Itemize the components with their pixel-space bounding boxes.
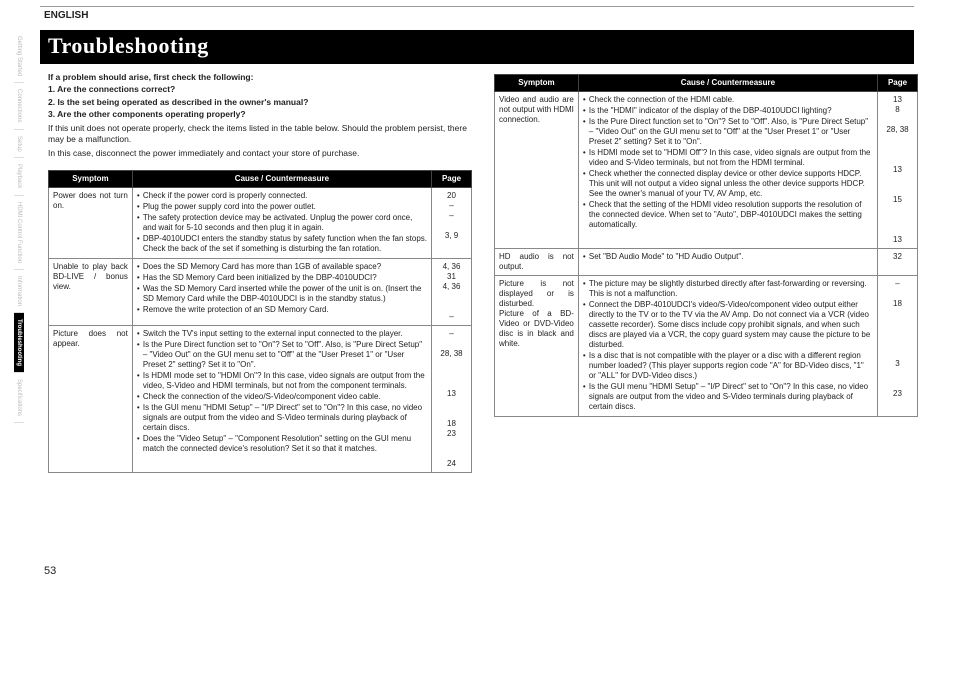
intro-block: If a problem should arise, first check t… (48, 72, 468, 159)
language-label: ENGLISH (44, 10, 88, 21)
table-row: Video and audio are not output with HDMI… (495, 92, 918, 249)
page-number: 53 (44, 565, 56, 577)
intro-q2: 2. Is the set being operated as describe… (48, 97, 468, 108)
side-tab[interactable]: Connections (14, 83, 24, 129)
intro-lead: If a problem should arise, first check t… (48, 72, 468, 83)
cell-cause: Set "BD Audio Mode" to "HD Audio Output"… (578, 249, 877, 276)
cell-cause: Switch the TV's input setting to the ext… (132, 326, 431, 473)
cell-cause: Does the SD Memory Card has more than 1G… (132, 259, 431, 326)
th-cause: Cause / Countermeasure (132, 171, 431, 188)
page-title: Troubleshooting (48, 33, 906, 59)
side-tab[interactable]: Setup (14, 130, 24, 159)
cause-item: DBP-4010UDCI enters the standby status b… (137, 234, 427, 254)
table-row: Picture is not displayed or is disturbed… (495, 276, 918, 417)
cause-item: The safety protection device may be acti… (137, 213, 427, 233)
cell-symptom: Unable to play back BD-LIVE / bonus view… (49, 259, 133, 326)
cell-symptom: Picture does not appear. (49, 326, 133, 473)
cause-item: Is a disc that is not compatible with th… (583, 351, 873, 381)
intro-q1: 1. Are the connections correct? (48, 84, 468, 95)
cell-page: 32 (878, 249, 918, 276)
cause-item: The picture may be slightly disturbed di… (583, 279, 873, 299)
cell-page: – 18 3 23 (878, 276, 918, 417)
side-tab[interactable]: Information (14, 270, 24, 313)
cause-item: Has the SD Memory Card been initialized … (137, 273, 427, 283)
cell-page: 4, 36 31 4, 36 – (432, 259, 472, 326)
side-tab[interactable]: Getting Started (14, 30, 24, 83)
th-cause: Cause / Countermeasure (578, 75, 877, 92)
cause-item: Is HDMI mode set to "HDMI On"? In this c… (137, 371, 427, 391)
cause-item: Plug the power supply cord into the powe… (137, 202, 427, 212)
side-tab[interactable]: Playback (14, 158, 24, 195)
cause-item: Is the GUI menu "HDMI Setup" – "I/P Dire… (583, 382, 873, 412)
table-row: HD audio is not output. Set "BD Audio Mod… (495, 249, 918, 276)
table-row: Unable to play back BD-LIVE / bonus view… (49, 259, 472, 326)
th-page: Page (878, 75, 918, 92)
cause-item: Was the SD Memory Card inserted while th… (137, 284, 427, 304)
troubleshooting-table-right: Symptom Cause / Countermeasure Page Vide… (494, 74, 918, 417)
top-rule (40, 6, 914, 7)
cause-item: Is the "HDMI" indicator of the display o… (583, 106, 873, 116)
cause-item: Does the "Video Setup" – "Component Reso… (137, 434, 427, 454)
cause-item: Connect the DBP-4010UDCI's video/S-Video… (583, 300, 873, 350)
cell-cause: Check the connection of the HDMI cable.I… (578, 92, 877, 249)
title-band: Troubleshooting (40, 30, 914, 64)
cause-item: Check the connection of the HDMI cable. (583, 95, 873, 105)
cause-item: Is the Pure Direct function set to "On"?… (137, 340, 427, 370)
cause-item: Is HDMI mode set to "HDMI Off"? In this … (583, 148, 873, 168)
cell-cause: Check if the power cord is properly conn… (132, 188, 431, 259)
cell-page: – 28, 38 13 18 23 24 (432, 326, 472, 473)
intro-q3: 3. Are the other components operating pr… (48, 109, 468, 120)
th-page: Page (432, 171, 472, 188)
intro-para2: In this case, disconnect the power immed… (48, 148, 468, 159)
cell-symptom: Video and audio are not output with HDMI… (495, 92, 579, 249)
th-symptom: Symptom (49, 171, 133, 188)
cause-item: Check that the setting of the HDMI video… (583, 200, 873, 230)
cause-item: Check whether the connected display devi… (583, 169, 873, 199)
cell-cause: The picture may be slightly disturbed di… (578, 276, 877, 417)
troubleshooting-table-left: Symptom Cause / Countermeasure Page Powe… (48, 170, 472, 473)
cause-item: Switch the TV's input setting to the ext… (137, 329, 427, 339)
cause-item: Check if the power cord is properly conn… (137, 191, 427, 201)
th-symptom: Symptom (495, 75, 579, 92)
side-tab[interactable]: Troubleshooting (14, 313, 24, 373)
cause-item: Check the connection of the video/S-Vide… (137, 392, 427, 402)
cell-symptom: Power does not turn on. (49, 188, 133, 259)
cause-item: Is the Pure Direct function set to "On"?… (583, 117, 873, 147)
cause-item: Remove the write protection of an SD Mem… (137, 305, 427, 315)
cell-page: 20 – – 3, 9 (432, 188, 472, 259)
side-tabs: Getting StartedConnectionsSetupPlaybackH… (14, 30, 34, 655)
cause-item: Is the GUI menu "HDMI Setup" – "I/P Dire… (137, 403, 427, 433)
cell-symptom: Picture is not displayed or is disturbed… (495, 276, 579, 417)
table-row: Picture does not appear. Switch the TV's … (49, 326, 472, 473)
side-tab[interactable]: HDMI Control Function (14, 196, 24, 270)
table-row: Power does not turn on. Check if the powe… (49, 188, 472, 259)
cell-page: 13 8 28, 38 13 15 13 (878, 92, 918, 249)
intro-para1: If this unit does not operate properly, … (48, 123, 468, 146)
side-tab[interactable]: Specifications (14, 373, 24, 423)
cause-item: Set "BD Audio Mode" to "HD Audio Output"… (583, 252, 873, 262)
cell-symptom: HD audio is not output. (495, 249, 579, 276)
cause-item: Does the SD Memory Card has more than 1G… (137, 262, 427, 272)
